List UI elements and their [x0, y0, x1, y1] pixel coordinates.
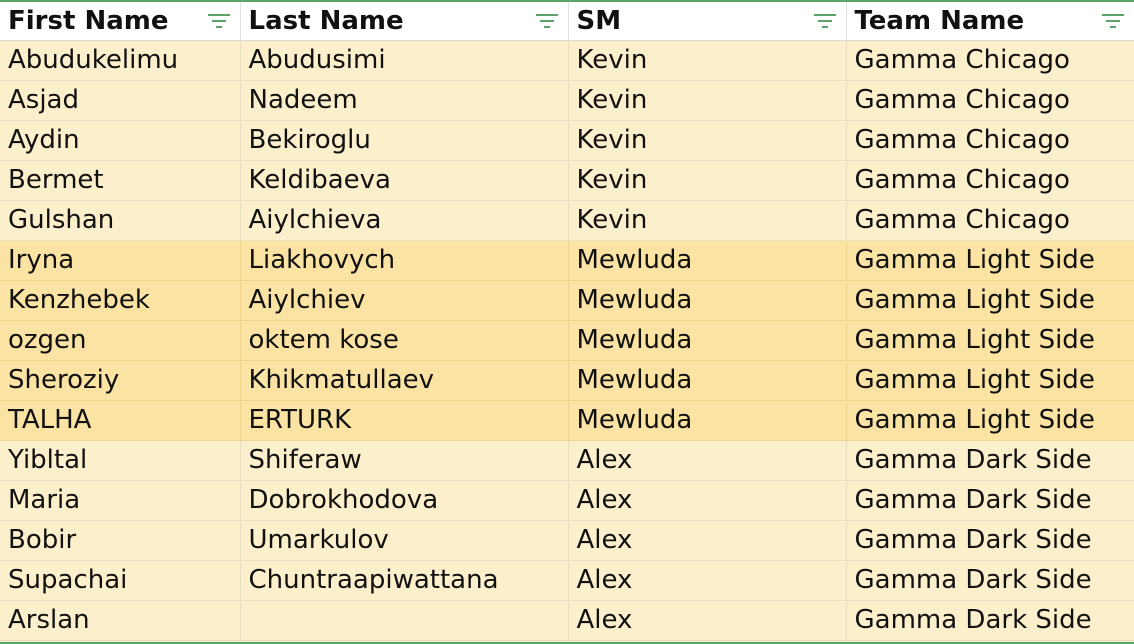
cell-last-name[interactable]: Keldibaeva	[240, 160, 569, 201]
cell-sm[interactable]: Alex	[568, 600, 847, 641]
cell-last-name[interactable]: Nadeem	[240, 80, 569, 121]
cell-first-name[interactable]: Bermet	[0, 160, 241, 201]
cell-first-name[interactable]: Aydin	[0, 120, 241, 161]
cell-last-name[interactable]: Dobrokhodova	[240, 480, 569, 521]
cell-last-name[interactable]: Bekiroglu	[240, 120, 569, 161]
cell-first-name[interactable]: Supachai	[0, 560, 241, 601]
cell-first-name[interactable]: Kenzhebek	[0, 280, 241, 321]
cell-last-name[interactable]: Umarkulov	[240, 520, 569, 561]
cell-team-name[interactable]: Gamma Dark Side	[846, 600, 1134, 641]
filter-icon[interactable]	[207, 14, 230, 30]
table-row: Arslan Alex Gamma Dark Side	[0, 600, 1134, 641]
cell-last-name[interactable]: Shiferaw	[240, 440, 569, 481]
column-header-label: Team Name	[854, 5, 1025, 36]
cell-first-name[interactable]: Maria	[0, 480, 241, 521]
cell-sm[interactable]: Alex	[568, 480, 847, 521]
cell-team-name[interactable]: Gamma Dark Side	[846, 480, 1134, 521]
cell-team-name[interactable]: Gamma Light Side	[846, 240, 1134, 281]
cell-sm[interactable]: Mewluda	[568, 280, 847, 321]
cell-sm[interactable]: Kevin	[568, 40, 847, 81]
cell-sm[interactable]: Kevin	[568, 120, 847, 161]
table-row: Maria Dobrokhodova Alex Gamma Dark Side	[0, 480, 1134, 521]
cell-first-name[interactable]: Iryna	[0, 240, 241, 281]
cell-last-name[interactable]: Aiylchiev	[240, 280, 569, 321]
cell-team-name[interactable]: Gamma Light Side	[846, 320, 1134, 361]
table-row: Asjad Nadeem Kevin Gamma Chicago	[0, 80, 1134, 121]
cell-team-name[interactable]: Gamma Chicago	[846, 40, 1134, 81]
filter-icon[interactable]	[1101, 14, 1124, 30]
cell-last-name[interactable]: Liakhovych	[240, 240, 569, 281]
cell-team-name[interactable]: Gamma Chicago	[846, 120, 1134, 161]
cell-first-name[interactable]: ozgen	[0, 320, 241, 361]
cell-sm[interactable]: Kevin	[568, 200, 847, 241]
cell-first-name[interactable]: Bobir	[0, 520, 241, 561]
cell-team-name[interactable]: Gamma Light Side	[846, 360, 1134, 401]
cell-sm[interactable]: Mewluda	[568, 240, 847, 281]
cell-last-name[interactable]: Abudusimi	[240, 40, 569, 81]
table-body: Abudukelimu Abudusimi Kevin Gamma Chicago As…	[0, 40, 1134, 641]
column-header-label: First Name	[8, 5, 169, 36]
table-row: Aydin Bekiroglu Kevin Gamma Chicago	[0, 120, 1134, 161]
column-header-first-name[interactable]: First Name	[0, 2, 241, 41]
column-header-label: SM	[576, 5, 622, 36]
cell-sm[interactable]: Alex	[568, 560, 847, 601]
cell-team-name[interactable]: Gamma Chicago	[846, 160, 1134, 201]
cell-first-name[interactable]: Gulshan	[0, 200, 241, 241]
cell-first-name[interactable]: Yibltal	[0, 440, 241, 481]
table-row: Sheroziy Khikmatullaev Mewluda Gamma Light …	[0, 360, 1134, 401]
cell-sm[interactable]: Alex	[568, 440, 847, 481]
cell-sm[interactable]: Alex	[568, 520, 847, 561]
table-row: Bobir Umarkulov Alex Gamma Dark Side	[0, 520, 1134, 561]
table-row: Abudukelimu Abudusimi Kevin Gamma Chicago	[0, 40, 1134, 81]
cell-first-name[interactable]: Asjad	[0, 80, 241, 121]
cell-first-name[interactable]: TALHA	[0, 400, 241, 441]
table-row: Supachai Chuntraapiwattana Alex Gamma Dark …	[0, 560, 1134, 601]
cell-team-name[interactable]: Gamma Light Side	[846, 400, 1134, 441]
table-row: TALHA ERTURK Mewluda Gamma Light Side	[0, 400, 1134, 441]
table-row: Iryna Liakhovych Mewluda Gamma Light Side	[0, 240, 1134, 281]
column-header-last-name[interactable]: Last Name	[240, 2, 569, 41]
cell-last-name[interactable]	[240, 600, 569, 641]
filter-icon[interactable]	[535, 14, 558, 30]
cell-team-name[interactable]: Gamma Light Side	[846, 280, 1134, 321]
cell-sm[interactable]: Kevin	[568, 160, 847, 201]
cell-team-name[interactable]: Gamma Dark Side	[846, 440, 1134, 481]
filter-icon[interactable]	[813, 14, 836, 30]
table-row: Kenzhebek Aiylchiev Mewluda Gamma Light Sid…	[0, 280, 1134, 321]
cell-sm[interactable]: Mewluda	[568, 400, 847, 441]
cell-team-name[interactable]: Gamma Chicago	[846, 200, 1134, 241]
cell-team-name[interactable]: Gamma Dark Side	[846, 560, 1134, 601]
table-row: ozgen oktem kose Mewluda Gamma Light Side	[0, 320, 1134, 361]
cell-first-name[interactable]: Arslan	[0, 600, 241, 641]
cell-last-name[interactable]: oktem kose	[240, 320, 569, 361]
cell-last-name[interactable]: Aiylchieva	[240, 200, 569, 241]
cell-last-name[interactable]: ERTURK	[240, 400, 569, 441]
cell-sm[interactable]: Mewluda	[568, 320, 847, 361]
cell-team-name[interactable]: Gamma Chicago	[846, 80, 1134, 121]
cell-sm[interactable]: Mewluda	[568, 360, 847, 401]
cell-first-name[interactable]: Sheroziy	[0, 360, 241, 401]
column-header-label: Last Name	[248, 5, 404, 36]
cell-last-name[interactable]: Khikmatullaev	[240, 360, 569, 401]
header-row: First Name Last Name SM Team Name	[0, 2, 1134, 41]
cell-last-name[interactable]: Chuntraapiwattana	[240, 560, 569, 601]
table-row: Gulshan Aiylchieva Kevin Gamma Chicago	[0, 200, 1134, 241]
cell-sm[interactable]: Kevin	[568, 80, 847, 121]
table-row: Yibltal Shiferaw Alex Gamma Dark Side	[0, 440, 1134, 481]
table-row: Bermet Keldibaeva Kevin Gamma Chicago	[0, 160, 1134, 201]
cell-first-name[interactable]: Abudukelimu	[0, 40, 241, 81]
column-header-sm[interactable]: SM	[568, 2, 847, 41]
cell-team-name[interactable]: Gamma Dark Side	[846, 520, 1134, 561]
column-header-team-name[interactable]: Team Name	[846, 2, 1134, 41]
